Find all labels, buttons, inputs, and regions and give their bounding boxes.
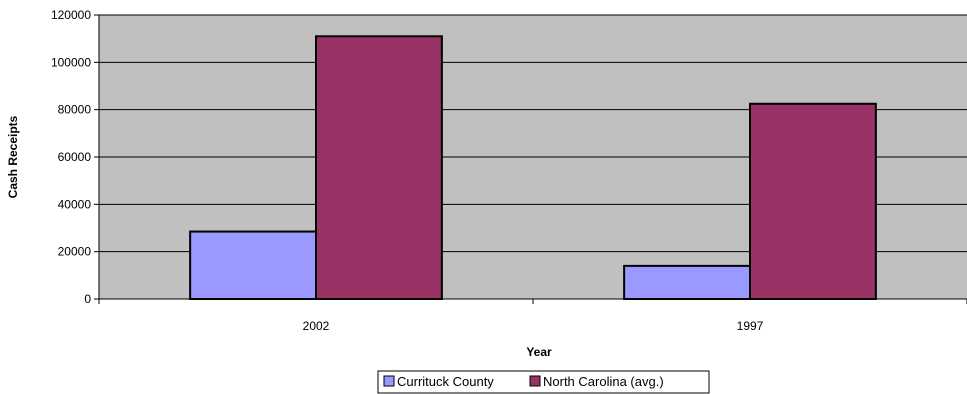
y-tick-label: 100000 <box>51 55 91 69</box>
legend-label-currituck: Currituck County <box>397 374 494 389</box>
x-axis-ticks: 2002 1997 <box>98 299 967 333</box>
y-tick-label: 80000 <box>58 103 92 117</box>
bar-currituck-county-1997 <box>623 264 752 301</box>
y-tick-label: 60000 <box>58 150 92 164</box>
legend-swatch-currituck <box>383 375 395 387</box>
y-axis-title: Cash Receipts <box>6 115 20 198</box>
x-axis-title: Year <box>526 345 552 359</box>
legend-swatch-north-carolina <box>529 375 541 387</box>
y-tick-label: 120000 <box>51 8 91 22</box>
bar-north-carolina-1997 <box>749 102 877 300</box>
legend-box <box>377 370 710 394</box>
legend-label-north-carolina: North Carolina (avg.) <box>543 374 664 389</box>
y-tick-label: 20000 <box>58 245 92 259</box>
y-tick-label: 40000 <box>58 197 92 211</box>
bar-north-carolina-2002 <box>315 35 443 301</box>
y-axis-ticks: 0 20000 40000 60000 80000 100000 120000 <box>51 8 99 306</box>
x-tick-label: 2002 <box>303 319 330 333</box>
legend: Currituck County North Carolina (avg.) <box>377 370 710 394</box>
bars <box>189 35 877 301</box>
y-tick-label: 0 <box>84 292 91 306</box>
bar-currituck-county-2002 <box>189 230 317 300</box>
x-tick-label: 1997 <box>737 319 764 333</box>
